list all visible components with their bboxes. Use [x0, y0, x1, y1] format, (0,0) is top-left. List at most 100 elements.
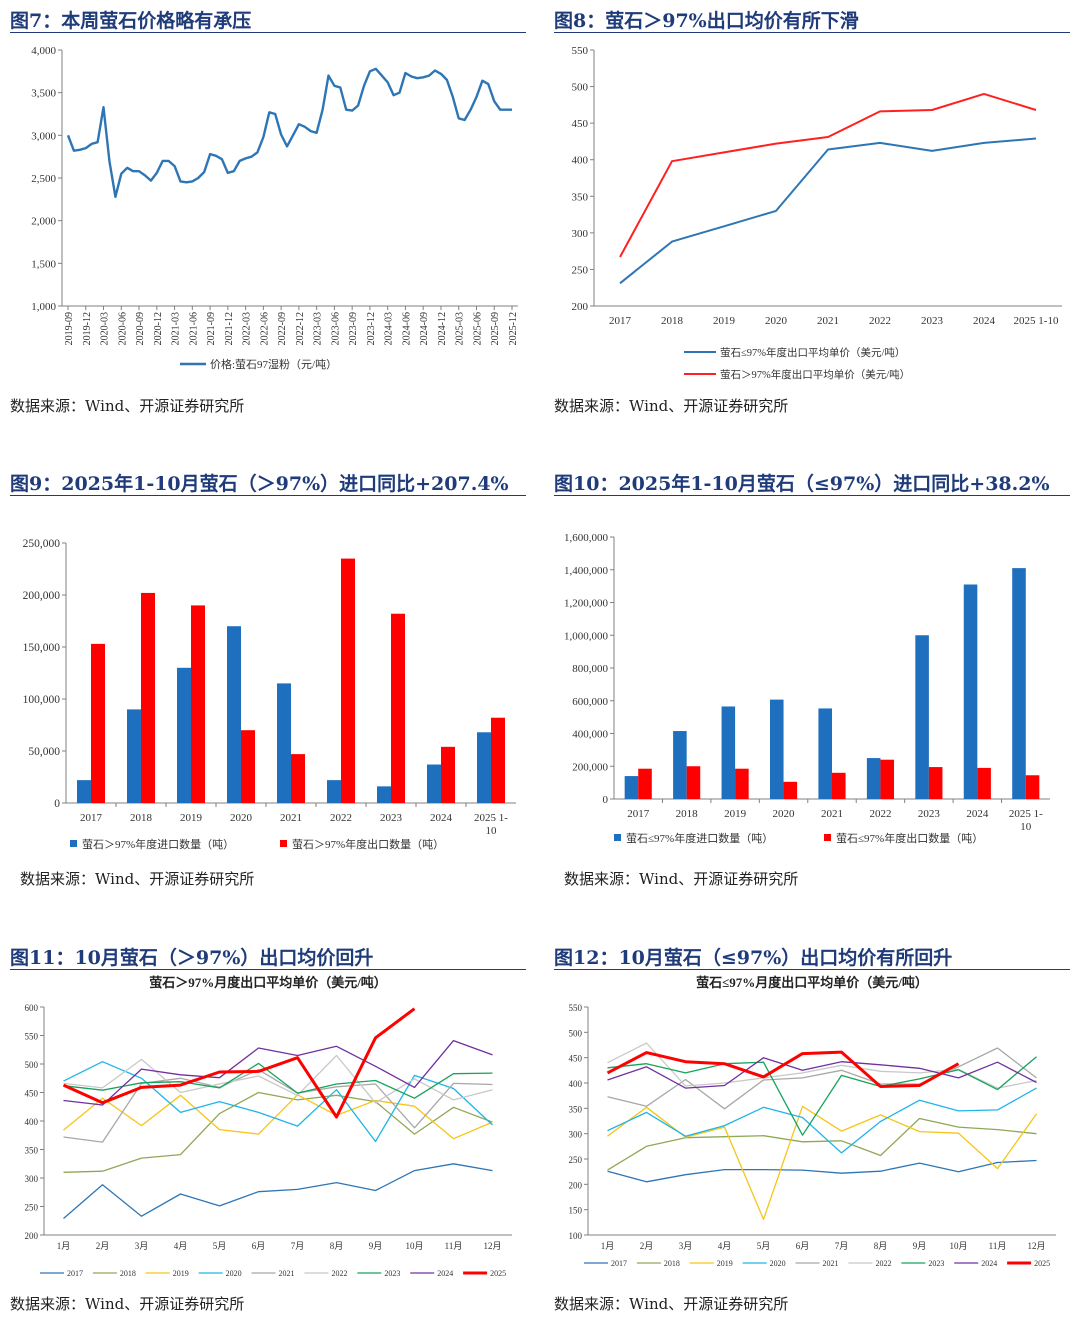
bar-export: [391, 613, 405, 803]
legend-label: 2020: [770, 1259, 786, 1268]
x-tick-label: 7月: [835, 1241, 849, 1251]
y-tick-label: 250: [25, 1203, 39, 1213]
x-tick-label: 8月: [874, 1241, 888, 1251]
panel-fig10: 图10：2025年1-10月萤石（≤97%）进口同比+38.2% 0 200,00…: [554, 463, 1070, 893]
x-tick-label: 12月: [1027, 1241, 1045, 1251]
source-note: 数据来源：Wind、开源证券研究所: [10, 397, 245, 415]
x-tick-label: 2021: [817, 315, 839, 327]
x-tick-label: 2021: [821, 808, 843, 820]
x-tick-label: 3月: [679, 1241, 693, 1251]
legend-label: 萤石≤97%年度进口数量（吨）: [626, 831, 773, 845]
bar-import: [127, 709, 141, 803]
x-tick-label: 2019-12: [82, 312, 93, 345]
x-tick-label: 2025-06: [472, 312, 483, 345]
y-tick-label: 1,600,000: [564, 532, 609, 544]
x-tick-label: 2025-12: [508, 312, 519, 345]
x-tick-label: 2020-06: [117, 312, 128, 345]
y-tick-label: 600,000: [572, 696, 608, 708]
legend-label: 2021: [279, 1269, 295, 1278]
title-rule: [554, 969, 1070, 970]
legend-label: 价格:萤石97湿粉（元/吨）: [210, 357, 337, 371]
y-tick-label: 300: [569, 1130, 583, 1140]
title-rule: [10, 495, 526, 496]
x-tick-label: 2022: [869, 315, 891, 327]
x-tick-label: 2018: [676, 808, 699, 820]
series-line-2024: [607, 1057, 1037, 1089]
x-tick-label: 2023: [921, 315, 944, 327]
panel-fig9: 图9：2025年1-10月萤石（＞97%）进口同比+207.4% 0 50,000…: [10, 463, 526, 893]
legend-label: 2021: [823, 1259, 839, 1268]
legend-label: 2024: [437, 1269, 453, 1278]
x-tick-label: 2019: [724, 808, 747, 820]
bar-import: [1012, 568, 1026, 799]
x-tick-label: 2021-12: [224, 312, 235, 345]
y-tick-label: 150,000: [23, 642, 61, 654]
x-tick-label: 2023-09: [348, 312, 359, 345]
y-tick-label: 50,000: [28, 746, 60, 758]
series-line-price: [66, 67, 512, 199]
bar-import: [327, 780, 341, 803]
y-tick-label: 1,400,000: [564, 565, 609, 577]
x-tick-label: 2022-03: [242, 312, 253, 345]
y-tick-label: 200,000: [572, 761, 608, 773]
bar-import: [721, 706, 736, 799]
legend-swatch: [280, 840, 287, 847]
y-tick-label: 550: [572, 45, 589, 57]
x-tick-label: 10月: [949, 1241, 967, 1251]
y-tick-label: 100: [569, 1231, 583, 1241]
y-tick-label: 200: [572, 301, 589, 313]
x-tick-label: 2024-03: [384, 312, 395, 345]
x-tick-label: 2025 1-10: [1014, 315, 1059, 327]
x-tick-label: 11月: [445, 1241, 463, 1251]
series-line-2018: [607, 1117, 1037, 1171]
y-tick-label: 1,500: [31, 258, 56, 270]
legend-label: 2025: [1034, 1259, 1050, 1268]
chart-fig12: 萤石≤97%月度出口平均单价（美元/吨） 100 150 200 250 300 350 40…: [569, 975, 1056, 1268]
y-tick-label: 550: [569, 1003, 583, 1013]
y-tick-label: 0: [603, 794, 609, 806]
bar-import: [866, 758, 881, 799]
source-note: 数据来源：Wind、开源证券研究所: [554, 1295, 789, 1313]
x-tick-label: 2021-06: [188, 312, 199, 345]
y-tick-label: 250,000: [23, 538, 61, 550]
panel-fig8: 图8：萤石＞97%出口均价有所下滑 200 250 300 350 400 450 500 5…: [554, 0, 1070, 420]
panel-title: 图11：10月萤石（＞97%）出口均价回升: [10, 947, 374, 969]
panel-title: 图8：萤石＞97%出口均价有所下滑: [554, 10, 859, 32]
x-tick-label: 2021: [280, 812, 302, 824]
title-rule: [554, 32, 1070, 33]
legend-label: 2019: [173, 1269, 189, 1278]
legend-label: 萤石＞97%年度出口平均单价（美元/吨）: [720, 368, 910, 381]
x-tick-label: 9月: [369, 1241, 383, 1251]
x-tick-label: 2017: [609, 315, 632, 327]
x-tick-label: 2017: [80, 812, 103, 824]
bar-import: [177, 667, 191, 803]
panel-fig12: 图12：10月萤石（≤97%）出口均价有所回升 萤石≤97%月度出口平均单价（美…: [554, 937, 1070, 1322]
y-tick-label: 300: [25, 1174, 39, 1184]
x-tick-label: 2019: [713, 315, 736, 327]
bar-import: [377, 786, 391, 803]
bar-export: [1025, 775, 1040, 799]
x-tick-label: 2020-03: [100, 312, 111, 345]
x-tick-label: 1月: [57, 1241, 71, 1251]
bar-export: [491, 717, 505, 803]
bar-import: [673, 731, 687, 799]
x-tick-label: 2020-09: [135, 312, 146, 345]
title-rule: [554, 495, 1070, 496]
y-tick-label: 450: [572, 118, 589, 130]
legend-label: 萤石＞97%年度进口数量（吨）: [82, 837, 234, 851]
bar-export: [341, 558, 355, 803]
series-line-2017: [63, 1163, 493, 1219]
legend-label: 2017: [611, 1259, 627, 1268]
y-tick-label: 2,000: [31, 216, 56, 228]
panel-fig7: 图7：本周萤石价格略有承压 1,000 1,500 2,000 2,500 3,000 3…: [10, 0, 526, 420]
y-tick-label: 3,000: [31, 130, 56, 142]
x-tick-label: 2023: [918, 808, 941, 820]
y-tick-label: 400: [569, 1079, 583, 1089]
bar-import: [277, 683, 291, 803]
x-tick-label: 2024: [966, 808, 989, 820]
x-tick-label: 2021-09: [206, 312, 217, 345]
y-tick-label: 0: [54, 798, 60, 810]
x-tick-label: 5月: [757, 1241, 771, 1251]
x-tick-label: 2024-06: [401, 312, 412, 345]
x-tick-label: 2022: [869, 808, 891, 820]
